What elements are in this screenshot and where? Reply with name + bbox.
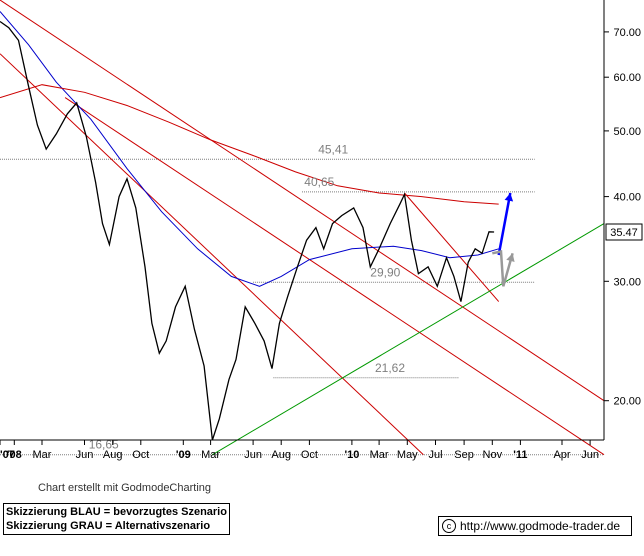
y-axis: 20.00 30.00 40.00 50.00 60.00 70.00 [604,27,641,408]
trend-line-0 [0,0,605,402]
x-tick-label-14: Jul [428,449,442,461]
x-tick-label-13: May [397,449,418,461]
x-tick-label-8: Jun [244,449,262,461]
scenario-legend: Skizzierung BLAU = bevorzugtes Szenario … [3,503,230,535]
x-tick-label-6: '09 [176,449,191,461]
trend-lines [0,0,605,456]
moving-averages [0,11,499,287]
trend-line-3 [404,192,500,302]
level-label-1: 40,65 [304,175,334,189]
x-tick-label-15: Sep [454,449,474,461]
x-tick-label-16: Nov [483,449,503,461]
x-tick-label-3: Jun [76,449,94,461]
x-tick-label-2: Mar [33,449,52,461]
level-label-0: 45,41 [318,142,348,156]
scenario-arrow-1 [492,249,514,287]
y-tick-label-4: 60.00 [613,72,641,84]
y-tick-label-5: 70.00 [613,27,641,39]
source-url-box[interactable]: c http://www.godmode-trader.de [438,516,632,536]
source-url[interactable]: http://www.godmode-trader.de [460,519,621,533]
x-tick-label-11: '10 [344,449,359,461]
level-label-4: 16,65 [89,438,119,452]
last-price-marker: 35.47 [605,223,643,241]
price-line [0,20,495,441]
last-price-box [605,223,643,241]
horizontal-levels [0,158,604,456]
scenario-arrow-head-0 [504,193,514,202]
scenario-arrow-0 [497,192,512,256]
moving-average-0 [0,11,499,287]
chart-credit: Chart erstellt mit GodmodeCharting [38,482,212,494]
legend-grey-scenario: Skizzierung GRAU = Alternativszenario [6,520,211,532]
scenario-arrow-head-1 [506,253,515,262]
trend-line-2 [0,53,424,456]
legend-blue-scenario: Skizzierung BLAU = bevorzugtes Szenario [6,506,227,518]
x-tick-label-4: Aug [103,449,123,461]
x-tick-label-7: Mar [201,449,220,461]
x-tick-label-12: Mar [370,449,389,461]
x-tick-label-0: '07 [0,449,15,461]
x-tick-label-5: Oct [132,449,149,461]
plot-area [0,0,604,440]
copyright-icon: c [442,519,456,533]
moving-average-1 [0,84,499,205]
x-axis: '07'08 Mar Jun Aug Oct '09 Mar Jun Aug Oct '10 Mar M… [0,440,599,461]
scenario-arrows [492,192,515,287]
y-tick-label-2: 40.00 [613,192,641,204]
level-label-3: 21,62 [375,361,405,375]
x-tick-label-19: Jun [581,449,599,461]
x-tick-label-10: Oct [301,449,318,461]
trend-line-1 [64,97,605,456]
level-label-2: 29,90 [370,265,400,279]
y-tick-label-0: 20.00 [613,396,641,408]
price-series [0,20,495,441]
x-tick-label-17: '11 [513,449,527,461]
x-tick-label-9: Aug [271,449,291,461]
x-tick-label-18: Apr [553,449,570,461]
last-price-label: 35.47 [610,227,638,239]
y-tick-label-3: 50.00 [613,126,641,138]
trend-line-4 [212,223,605,456]
y-tick-label-1: 30.00 [613,276,641,288]
x-tick-label-1: '08 [7,449,22,461]
level-labels: 45,41 40,65 29,90 21,62 16,65 [89,142,406,451]
